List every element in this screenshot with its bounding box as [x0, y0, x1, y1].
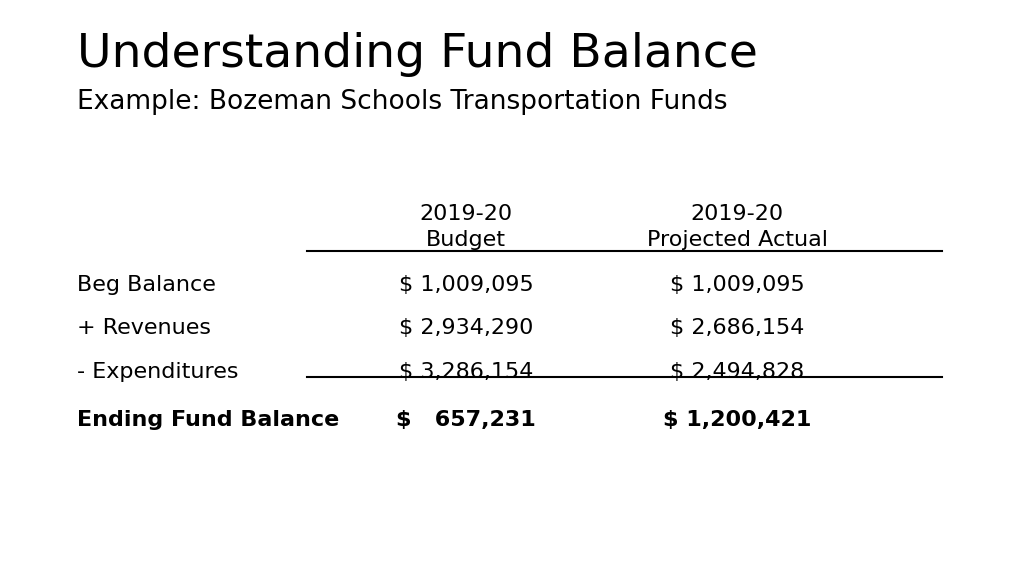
Text: 2019-20: 2019-20 — [691, 204, 783, 225]
Text: Understanding Fund Balance: Understanding Fund Balance — [77, 32, 758, 77]
Text: $ 1,009,095: $ 1,009,095 — [398, 275, 534, 295]
Text: + Revenues: + Revenues — [77, 319, 211, 338]
Text: Beg Balance: Beg Balance — [77, 275, 216, 295]
Text: $ 1,200,421: $ 1,200,421 — [664, 411, 811, 430]
Text: $ 3,286,154: $ 3,286,154 — [398, 362, 534, 381]
Text: Ending Fund Balance: Ending Fund Balance — [77, 411, 339, 430]
Text: $ 2,934,290: $ 2,934,290 — [398, 319, 534, 338]
Text: Projected Actual: Projected Actual — [647, 230, 827, 251]
Text: Budget: Budget — [426, 230, 506, 251]
Text: $ 1,009,095: $ 1,009,095 — [670, 275, 805, 295]
Text: - Expenditures: - Expenditures — [77, 362, 239, 381]
Text: Example: Bozeman Schools Transportation Funds: Example: Bozeman Schools Transportation … — [77, 89, 727, 115]
Text: $   657,231: $ 657,231 — [396, 411, 536, 430]
Text: $ 2,686,154: $ 2,686,154 — [670, 319, 805, 338]
Text: $ 2,494,828: $ 2,494,828 — [670, 362, 805, 381]
Text: 2019-20: 2019-20 — [420, 204, 512, 225]
